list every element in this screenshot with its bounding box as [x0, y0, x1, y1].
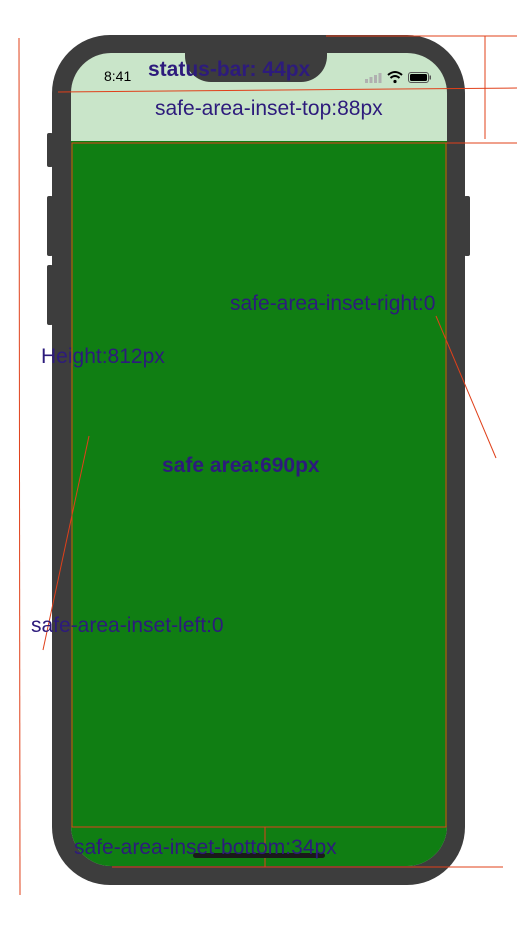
status-icons — [365, 71, 431, 84]
safe-area-label: safe area:690px — [162, 454, 320, 477]
bottom-inset-area — [71, 831, 447, 866]
volume-up-button — [47, 196, 53, 256]
height-guide-line — [18, 37, 21, 896]
phone-screen — [71, 53, 447, 866]
inset-top-label: safe-area-inset-top:88px — [155, 97, 383, 120]
height-label: Height:812px — [41, 345, 165, 368]
safe-area-outline — [71, 142, 447, 828]
mute-switch — [47, 133, 53, 167]
battery-icon — [408, 72, 431, 83]
inset-left-pointer-line — [42, 435, 90, 651]
home-indicator — [193, 853, 325, 858]
status-time: 8:41 — [104, 68, 132, 84]
safe-area — [71, 141, 447, 831]
inset-right-label: safe-area-inset-right:0 — [230, 292, 436, 315]
signal-icon — [365, 73, 382, 83]
notch — [185, 35, 327, 82]
wifi-icon — [387, 71, 403, 84]
volume-down-button — [47, 265, 53, 325]
inset-bottom-label: safe-area-inset-bottom:34px — [74, 836, 337, 859]
status-bar-label: status-bar: 44px — [148, 58, 311, 81]
inset-left-label: safe-area-inset-left:0 — [31, 614, 224, 637]
inset-right-pointer-line — [435, 315, 497, 459]
power-button — [464, 196, 470, 256]
status-bottom-guide-line — [57, 87, 517, 93]
